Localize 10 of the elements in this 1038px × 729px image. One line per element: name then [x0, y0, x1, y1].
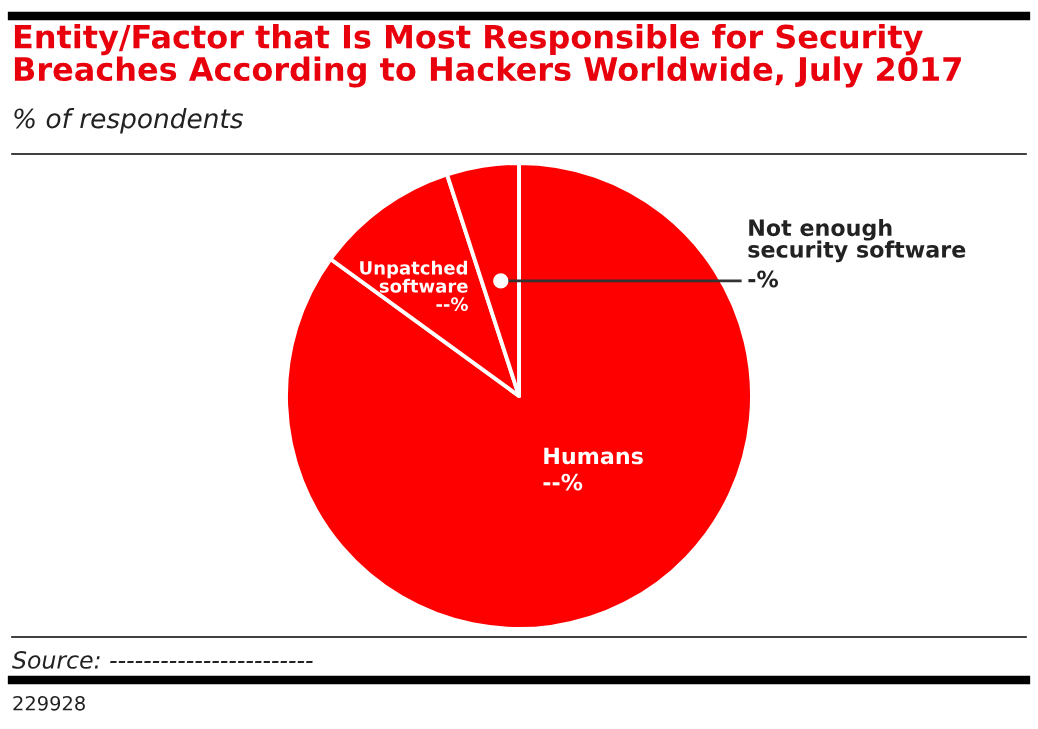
slice-label: Unpatched software [360, 260, 468, 293]
chart-title: Entity/Factor that Is Most Responsible for Security Breaches According to Hackers Worldwide, July 2017 [14, 24, 961, 88]
slice-label: Humans [544, 447, 643, 465]
data-label: --% [543, 473, 583, 491]
data-label: --% [436, 297, 468, 311]
source-note: Source: ------------------------ [12, 650, 313, 669]
text: 229928 [13, 695, 85, 711]
chart-subtitle: % of respondents [14, 108, 243, 134]
data-label: -% [748, 270, 779, 288]
slice-label: Not enough security software [748, 218, 966, 263]
